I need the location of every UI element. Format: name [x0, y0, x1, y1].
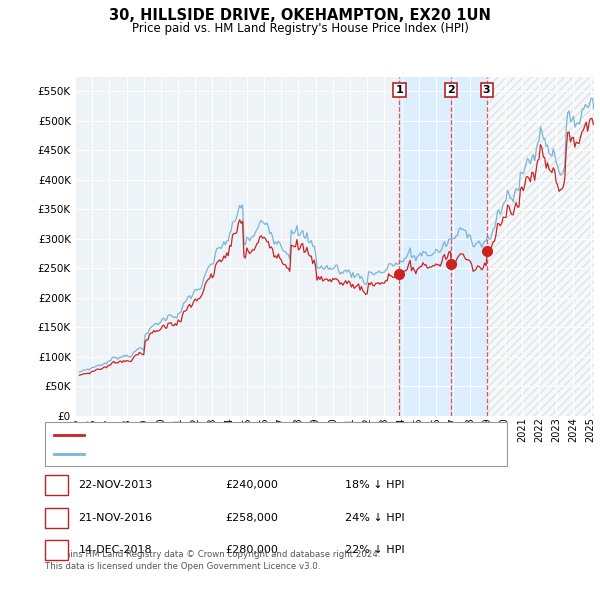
Text: 30, HILLSIDE DRIVE, OKEHAMPTON, EX20 1UN: 30, HILLSIDE DRIVE, OKEHAMPTON, EX20 1UN: [109, 8, 491, 23]
Text: £280,000: £280,000: [225, 545, 278, 555]
Text: This data is licensed under the Open Government Licence v3.0.: This data is licensed under the Open Gov…: [45, 562, 320, 571]
Text: 24% ↓ HPI: 24% ↓ HPI: [345, 513, 404, 523]
Text: 22-NOV-2013: 22-NOV-2013: [79, 480, 153, 490]
Text: £258,000: £258,000: [225, 513, 278, 523]
Text: HPI: Average price, detached house, West Devon: HPI: Average price, detached house, West…: [88, 449, 343, 458]
Bar: [400, 77, 487, 416]
Text: 22% ↓ HPI: 22% ↓ HPI: [345, 545, 404, 555]
Text: 21-NOV-2016: 21-NOV-2016: [79, 513, 153, 523]
Text: 3: 3: [53, 545, 60, 555]
Text: 18% ↓ HPI: 18% ↓ HPI: [345, 480, 404, 490]
Text: 30, HILLSIDE DRIVE, OKEHAMPTON, EX20 1UN (detached house): 30, HILLSIDE DRIVE, OKEHAMPTON, EX20 1UN…: [88, 430, 423, 440]
Text: 1: 1: [395, 85, 403, 95]
Text: £240,000: £240,000: [225, 480, 278, 490]
Text: Contains HM Land Registry data © Crown copyright and database right 2024.: Contains HM Land Registry data © Crown c…: [45, 550, 380, 559]
Text: 3: 3: [483, 85, 490, 95]
Text: 2: 2: [447, 85, 455, 95]
Text: 1: 1: [53, 480, 60, 490]
Text: Price paid vs. HM Land Registry's House Price Index (HPI): Price paid vs. HM Land Registry's House …: [131, 22, 469, 35]
Text: 2: 2: [53, 513, 60, 523]
Text: 14-DEC-2018: 14-DEC-2018: [79, 545, 152, 555]
